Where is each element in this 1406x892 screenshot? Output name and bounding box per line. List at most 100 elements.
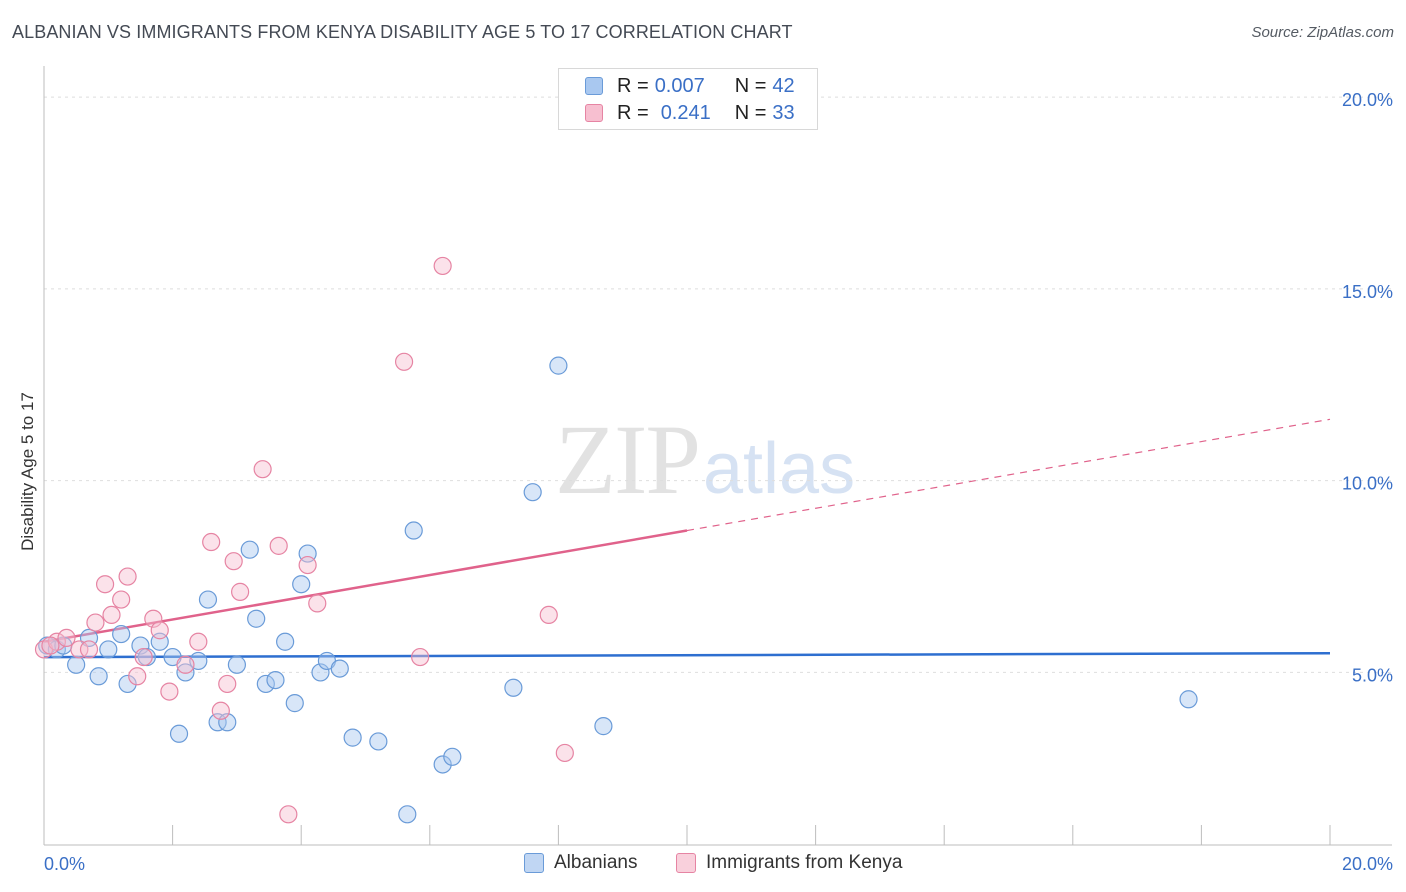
- kenya-point: [95, 575, 115, 594]
- legend-n-value: 33: [772, 101, 795, 124]
- albanians-point: [549, 356, 568, 375]
- kenya-point: [134, 647, 153, 667]
- kenya-trend-extension: [686, 418, 1331, 532]
- kenya-point: [202, 532, 221, 552]
- albanians-trend-line: [43, 652, 1331, 659]
- albanians-point: [227, 655, 246, 674]
- albanians-point: [131, 636, 150, 655]
- albanians-point: [433, 755, 452, 774]
- kenya-trend-line: [43, 529, 688, 643]
- legend-n-label: N =: [734, 101, 767, 124]
- kenya-point: [189, 632, 208, 651]
- albanians-point: [169, 724, 189, 743]
- albanians-point: [398, 805, 417, 824]
- axis-layer: [43, 66, 1392, 846]
- legend-swatch-albanians: [585, 77, 603, 95]
- albanians-point: [218, 713, 237, 732]
- kenya-point: [128, 667, 147, 686]
- kenya-point: [144, 609, 163, 628]
- series-legend-kenya[interactable]: Immigrants from Kenya: [676, 852, 902, 874]
- albanians-point: [285, 694, 304, 713]
- albanians-point: [594, 717, 613, 736]
- legend-n-label: N =: [734, 74, 767, 97]
- albanians-point: [292, 575, 311, 594]
- albanians-point: [256, 674, 275, 694]
- kenya-point: [79, 640, 99, 659]
- albanians-point: [523, 483, 542, 502]
- series-label-albanians: Albanians: [554, 852, 638, 873]
- kenya-point: [394, 352, 414, 371]
- kenya-point: [57, 628, 76, 648]
- trend-layer: [43, 418, 1331, 659]
- albanians-point: [198, 590, 218, 609]
- kenya-point: [555, 743, 574, 763]
- kenya-point: [176, 655, 195, 674]
- correlation-legend: R = 0.007 N = 42 R = 0.241 N = 33: [558, 68, 818, 130]
- kenya-point: [150, 621, 169, 640]
- albanians-point: [330, 659, 349, 678]
- series-legend: Albanians Immigrants from Kenya: [0, 852, 1406, 878]
- albanians-point: [1179, 690, 1198, 709]
- albanians-point: [67, 655, 86, 674]
- kenya-point: [269, 536, 288, 555]
- kenya-point: [112, 590, 131, 609]
- albanians-point: [266, 670, 285, 690]
- legend-row-albanians: R = 0.007 N = 42: [585, 73, 795, 99]
- chart-source: Source: ZipAtlas.com: [1251, 24, 1394, 41]
- series-legend-albanians[interactable]: Albanians: [524, 852, 637, 874]
- legend-r-value: 0.241: [660, 101, 711, 124]
- albanians-point: [118, 674, 137, 694]
- kenya-point: [279, 805, 298, 824]
- albanians-point: [369, 732, 388, 751]
- albanians-point: [343, 728, 362, 747]
- kenya-point: [118, 567, 137, 586]
- albanians-point: [99, 640, 118, 659]
- albanians-point: [112, 624, 131, 644]
- label-layer: 5.0% 10.0% 15.0% 20.0% 0.0% 20.0% Disability A…: [18, 90, 1393, 874]
- albanians-point: [443, 747, 462, 766]
- kenya-point: [539, 605, 558, 625]
- series-label-kenya: Immigrants from Kenya: [706, 852, 903, 873]
- albanians-point: [240, 540, 259, 559]
- legend-r-value: 0.007: [654, 74, 705, 97]
- albanians-point: [311, 663, 330, 682]
- kenya-point: [224, 552, 243, 571]
- legend-n-value: 42: [772, 74, 795, 97]
- x-tick-label: 20.0%: [1342, 854, 1393, 874]
- series-swatch-albanians: [524, 853, 544, 873]
- legend-r-label: R =: [617, 101, 649, 124]
- y-axis-title: Disability Age 5 to 17: [18, 392, 37, 551]
- kenya-point: [41, 636, 60, 655]
- albanians-point: [208, 713, 227, 732]
- kenya-point: [211, 701, 230, 720]
- y-tick-label: 10.0%: [1342, 474, 1393, 494]
- kenya-point: [218, 674, 237, 694]
- chart-title: ALBANIAN VS IMMIGRANTS FROM KENYA DISABI…: [12, 22, 793, 42]
- legend-swatch-kenya: [585, 104, 603, 122]
- kenya-point: [86, 613, 105, 632]
- point-layer: [34, 256, 1198, 824]
- series-swatch-kenya: [676, 853, 696, 873]
- legend-r-label: R =: [617, 74, 649, 97]
- y-tick-label: 20.0%: [1342, 90, 1393, 110]
- kenya-point: [298, 555, 317, 575]
- albanians-point: [404, 521, 423, 540]
- kenya-point: [411, 647, 430, 667]
- albanians-point: [176, 663, 195, 682]
- kenya-point: [160, 682, 179, 701]
- kenya-point: [433, 256, 452, 276]
- albanians-point: [504, 678, 523, 697]
- legend-row-kenya: R = 0.241 N = 33: [585, 100, 795, 126]
- kenya-point: [102, 605, 121, 625]
- albanians-point: [247, 609, 266, 628]
- kenya-point: [253, 460, 272, 479]
- kenya-point: [308, 594, 327, 613]
- kenya-point: [70, 640, 89, 659]
- kenya-point: [231, 582, 250, 601]
- x-tick-label: 0.0%: [44, 854, 85, 874]
- y-tick-label: 15.0%: [1342, 282, 1393, 302]
- y-tick-label: 5.0%: [1352, 665, 1393, 685]
- albanians-point: [89, 667, 108, 686]
